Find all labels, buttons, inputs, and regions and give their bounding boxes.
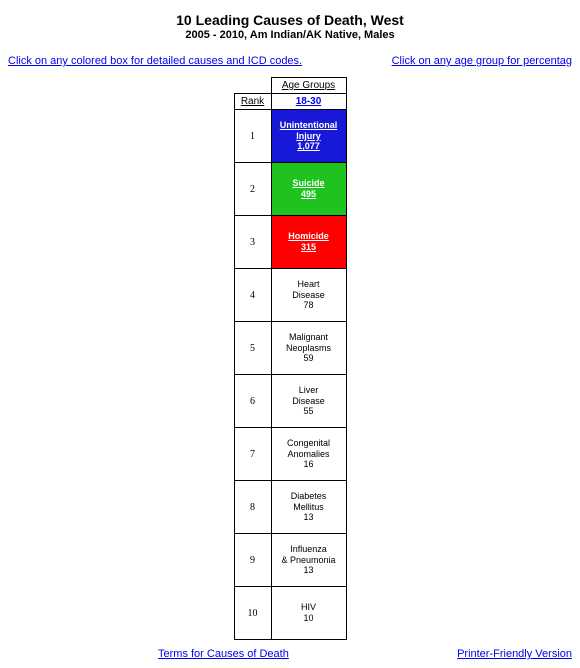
table-wrap: Age Groups Rank 18-30 1UnintentionalInju…: [8, 77, 572, 640]
table-row: 1UnintentionalInjury1,077: [234, 110, 346, 163]
rank-cell: 2: [234, 163, 271, 216]
age-group-percent-link[interactable]: Click on any age group for percentag: [392, 55, 572, 67]
cause-link[interactable]: Suicide495: [274, 178, 344, 200]
cause-cell: CongenitalAnomalies16: [271, 428, 346, 481]
cause-cell: DiabetesMellitus13: [271, 481, 346, 534]
cause-text: HIV10: [274, 602, 344, 624]
rank-header: Rank: [234, 94, 271, 110]
age-column-link[interactable]: 18-30: [296, 96, 322, 107]
rank-cell: 1: [234, 110, 271, 163]
cause-text: HeartDisease78: [274, 279, 344, 311]
table-row: 10HIV10: [234, 587, 346, 640]
rank-cell: 6: [234, 375, 271, 428]
page-title: 10 Leading Causes of Death, West: [8, 12, 572, 28]
cause-text: DiabetesMellitus13: [274, 491, 344, 523]
age-column-header[interactable]: 18-30: [271, 94, 346, 110]
cause-cell[interactable]: Homicide315: [271, 216, 346, 269]
rank-cell: 7: [234, 428, 271, 481]
table-row: 4HeartDisease78: [234, 269, 346, 322]
age-groups-header: Age Groups: [271, 78, 346, 94]
table-row: 8DiabetesMellitus13: [234, 481, 346, 534]
cause-text: Influenza& Pneumonia13: [274, 544, 344, 576]
title-block: 10 Leading Causes of Death, West 2005 - …: [8, 12, 572, 41]
cause-text: LiverDisease55: [274, 385, 344, 417]
detailed-causes-link[interactable]: Click on any colored box for detailed ca…: [8, 55, 302, 67]
cause-text: MalignantNeoplasms59: [274, 332, 344, 364]
rank-cell: 10: [234, 587, 271, 640]
printer-friendly-link[interactable]: Printer-Friendly Version: [457, 648, 572, 660]
rank-cell: 8: [234, 481, 271, 534]
cause-cell: HeartDisease78: [271, 269, 346, 322]
table-row: 3Homicide315: [234, 216, 346, 269]
cause-cell: MalignantNeoplasms59: [271, 322, 346, 375]
cause-cell[interactable]: Suicide495: [271, 163, 346, 216]
rank-cell: 5: [234, 322, 271, 375]
cause-link[interactable]: Homicide315: [274, 231, 344, 253]
table-row: 7CongenitalAnomalies16: [234, 428, 346, 481]
cause-text: CongenitalAnomalies16: [274, 438, 344, 470]
cause-cell[interactable]: UnintentionalInjury1,077: [271, 110, 346, 163]
terms-link[interactable]: Terms for Causes of Death: [158, 648, 289, 660]
table-row: 5MalignantNeoplasms59: [234, 322, 346, 375]
page-subtitle: 2005 - 2010, Am Indian/AK Native, Males: [8, 29, 572, 41]
table-row: 2Suicide495: [234, 163, 346, 216]
table-row: 6LiverDisease55: [234, 375, 346, 428]
footer-links-row: Terms for Causes of Death Printer-Friend…: [8, 648, 572, 660]
cause-cell: LiverDisease55: [271, 375, 346, 428]
cause-cell: HIV10: [271, 587, 346, 640]
rank-cell: 4: [234, 269, 271, 322]
cause-cell: Influenza& Pneumonia13: [271, 534, 346, 587]
causes-table: Age Groups Rank 18-30 1UnintentionalInju…: [234, 77, 347, 640]
rank-cell: 3: [234, 216, 271, 269]
cause-link[interactable]: UnintentionalInjury1,077: [274, 120, 344, 152]
blank-header: [234, 78, 271, 94]
instruction-links-row: Click on any colored box for detailed ca…: [8, 55, 572, 67]
table-row: 9Influenza& Pneumonia13: [234, 534, 346, 587]
rank-cell: 9: [234, 534, 271, 587]
